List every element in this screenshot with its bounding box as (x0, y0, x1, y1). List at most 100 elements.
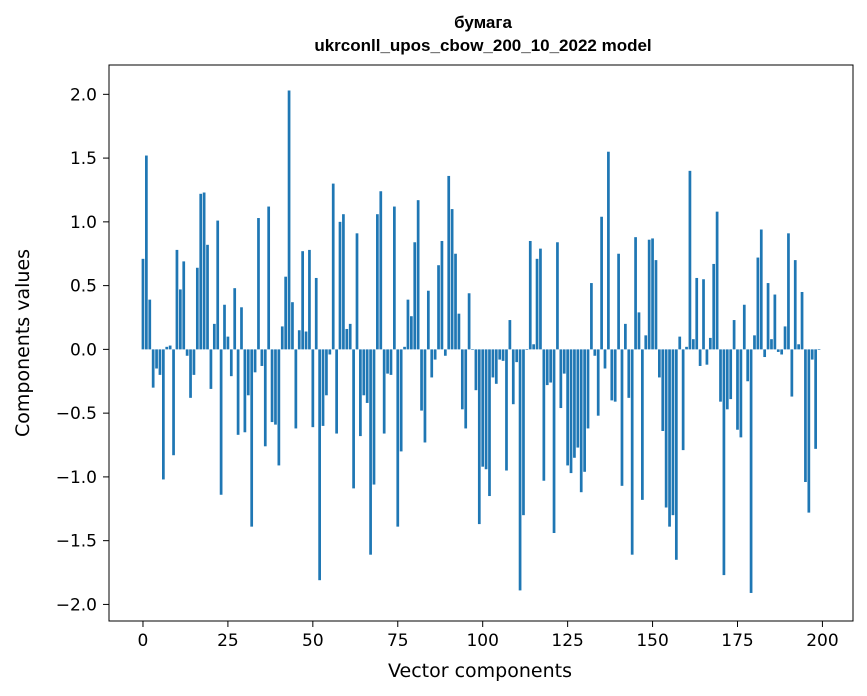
bar (494, 349, 498, 384)
bar (800, 291, 804, 350)
bar (212, 323, 216, 350)
bar (338, 221, 342, 350)
bar (729, 349, 733, 400)
bar (202, 192, 206, 350)
bar (814, 349, 817, 449)
bar (304, 331, 308, 350)
bar (674, 349, 678, 560)
bar (498, 349, 502, 360)
bar (403, 346, 406, 350)
bar (280, 326, 284, 350)
x-tick-label: 150 (636, 631, 668, 651)
bar (627, 349, 631, 398)
bar (189, 349, 192, 398)
bar (420, 349, 423, 411)
bar (630, 349, 634, 555)
bar (308, 249, 311, 350)
bar (671, 349, 675, 516)
bar (776, 349, 780, 352)
bar (539, 248, 542, 350)
bar (695, 277, 699, 350)
y-tick-label: −1.5 (56, 532, 97, 552)
bar (759, 229, 763, 350)
bar (243, 349, 247, 433)
bar (576, 349, 580, 448)
bar (603, 349, 607, 369)
bar (474, 349, 478, 391)
x-axis-label: Vector components (388, 660, 572, 682)
bar (773, 294, 777, 350)
bar (596, 349, 600, 416)
bar (528, 240, 532, 350)
bar (192, 349, 196, 375)
bar (440, 240, 444, 350)
bar (545, 349, 549, 386)
bar (294, 349, 298, 429)
y-tick-label: 1.5 (70, 149, 97, 169)
bar (148, 299, 152, 350)
bar (297, 330, 301, 350)
bar (325, 349, 328, 396)
x-tick-label: 50 (302, 631, 324, 651)
bar (246, 349, 250, 396)
bar (151, 349, 155, 388)
bar (460, 349, 464, 410)
x-tick-label: 200 (806, 631, 838, 651)
bar (267, 206, 271, 350)
bar (454, 253, 457, 350)
bar (705, 349, 709, 365)
y-tick-label: −2.0 (56, 595, 97, 615)
bar (678, 336, 682, 350)
bar (562, 349, 566, 374)
bar (753, 335, 756, 350)
bar (372, 349, 376, 485)
bar (450, 209, 454, 350)
bar (165, 346, 169, 350)
bar (668, 349, 671, 527)
bar (379, 191, 383, 350)
bar (658, 349, 661, 378)
bar (168, 345, 172, 350)
bar (770, 339, 773, 350)
x-tick-label: 0 (138, 631, 149, 651)
y-tick-label: 2.0 (70, 85, 97, 105)
bar (810, 349, 814, 360)
bar (654, 260, 658, 350)
bar (637, 312, 641, 350)
bar (413, 242, 417, 350)
bar (216, 220, 220, 350)
bar (508, 320, 512, 350)
bar (342, 214, 345, 350)
bar (328, 349, 332, 355)
bar (736, 349, 739, 430)
bar (698, 349, 702, 366)
bar (600, 216, 603, 350)
bar (331, 183, 335, 350)
bar (141, 258, 145, 350)
bar (651, 238, 654, 350)
bar (749, 349, 753, 593)
bar (250, 349, 254, 527)
bar (443, 349, 447, 356)
bar (185, 349, 189, 356)
bar (376, 214, 379, 350)
y-tick-label: −1.0 (56, 468, 97, 488)
bar (807, 349, 811, 513)
bar (199, 193, 203, 350)
bar (291, 302, 294, 350)
bar (471, 349, 474, 350)
x-tick-label: 100 (466, 631, 498, 651)
y-axis-label: Components values (12, 249, 34, 437)
bar (804, 349, 807, 482)
bar (464, 349, 468, 429)
bar (253, 349, 257, 373)
bar (335, 349, 338, 434)
bar (756, 257, 760, 350)
bar (178, 289, 182, 350)
bar (314, 277, 318, 350)
bar (457, 313, 461, 350)
bar (233, 288, 237, 350)
bar (725, 349, 729, 410)
plot-area-frame (108, 64, 854, 622)
bar (593, 349, 597, 356)
